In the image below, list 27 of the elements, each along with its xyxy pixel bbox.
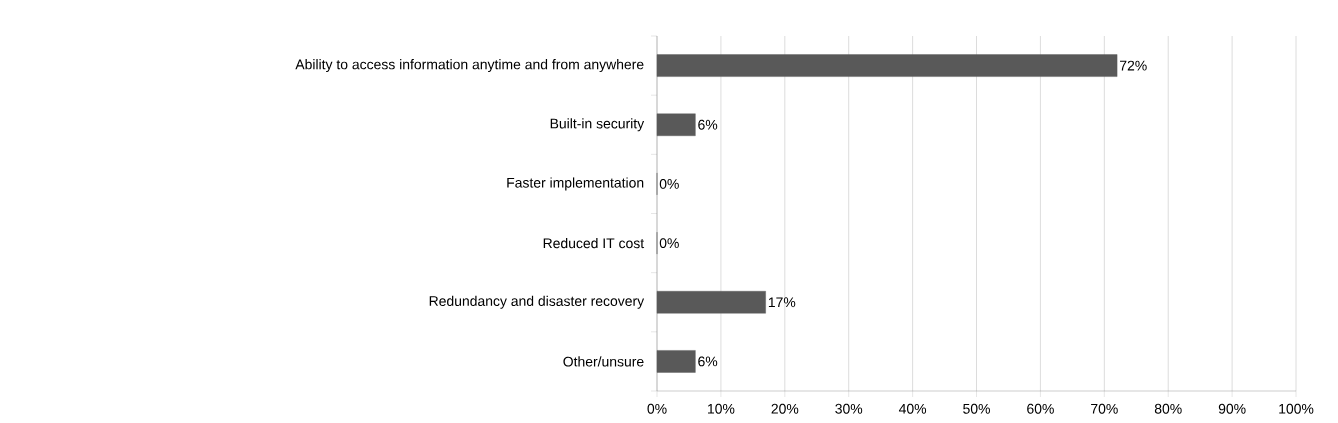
bar — [656, 350, 696, 373]
y-tick-label: Ability to access information anytime and from anywhere — [295, 59, 644, 73]
y-tick-label: Redundancy and disaster recovery — [429, 295, 645, 309]
data-label: 0% — [659, 178, 679, 189]
x-tick-label: 30% — [835, 403, 863, 414]
bar — [656, 291, 766, 314]
y-tick-label: Built-in security — [550, 118, 645, 132]
x-tick-label: 100% — [1279, 403, 1314, 414]
data-label: 17% — [768, 297, 796, 308]
x-tick-label: 40% — [898, 403, 927, 414]
bar — [656, 113, 696, 136]
x-tick-label: 70% — [1091, 403, 1118, 414]
x-tick-label: 50% — [963, 403, 990, 414]
y-tick-label: Other/unsure — [563, 356, 644, 367]
y-tick-label: Faster implementation — [507, 177, 644, 191]
data-label: 6% — [698, 356, 718, 367]
data-label: 6% — [698, 119, 718, 130]
x-tick-label: 10% — [708, 403, 735, 414]
x-tick-label: 20% — [771, 403, 799, 414]
bar — [656, 54, 1118, 77]
data-label: 0% — [659, 238, 679, 249]
x-tick-label: 60% — [1027, 403, 1054, 414]
x-tick-label: 0% — [647, 403, 667, 414]
data-label: 72% — [1120, 60, 1147, 71]
x-tick-label: 90% — [1218, 403, 1246, 414]
y-tick-label: Reduced IT cost — [543, 237, 645, 249]
x-tick-label: 80% — [1154, 403, 1182, 414]
